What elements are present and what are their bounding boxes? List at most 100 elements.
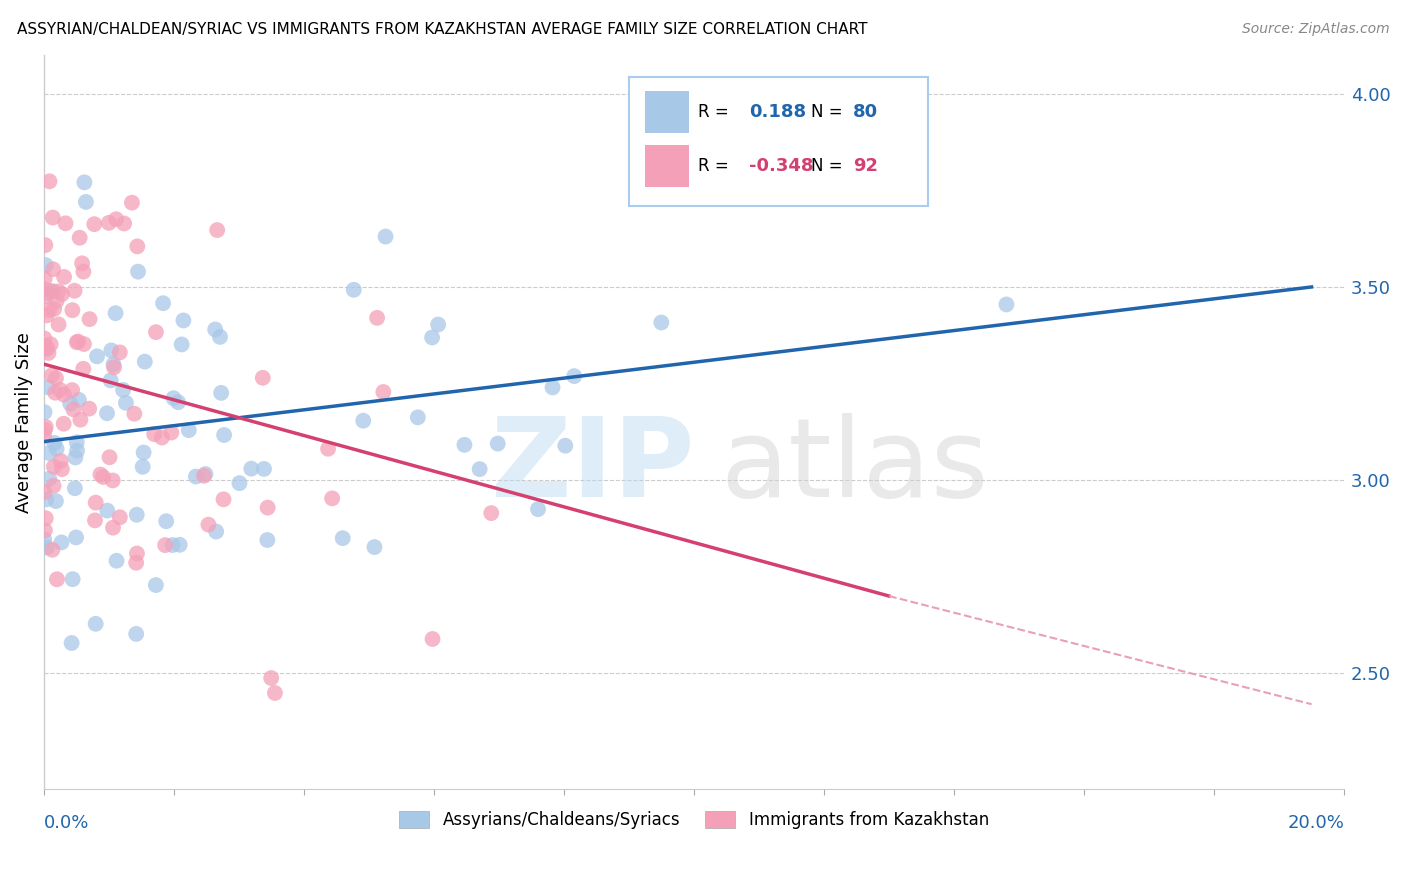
Point — [155, 514, 177, 528]
Point — [103, 360, 125, 375]
Point — [321, 491, 343, 506]
Point — [51, 535, 73, 549]
Text: Source: ZipAtlas.com: Source: ZipAtlas.com — [1241, 22, 1389, 37]
Point — [48, 318, 70, 332]
Point — [38, 174, 60, 188]
Point — [51, 462, 73, 476]
Point — [42, 262, 65, 277]
Point — [562, 369, 585, 384]
Point — [108, 510, 131, 524]
Point — [38, 303, 60, 318]
Point — [105, 554, 128, 568]
Point — [104, 306, 127, 320]
Point — [66, 435, 89, 450]
Point — [150, 431, 173, 445]
Point — [35, 340, 58, 354]
Point — [60, 636, 83, 650]
Point — [194, 467, 217, 481]
Point — [101, 521, 124, 535]
Point — [32, 282, 55, 296]
Point — [60, 383, 83, 397]
Point — [65, 450, 87, 465]
FancyBboxPatch shape — [628, 78, 928, 206]
Point — [197, 517, 219, 532]
Point — [84, 495, 107, 509]
Point — [45, 442, 67, 456]
Point — [67, 392, 90, 407]
Point — [332, 531, 354, 545]
Point — [143, 427, 166, 442]
Point — [35, 511, 58, 525]
Point — [42, 284, 65, 298]
Text: N =: N = — [811, 157, 842, 175]
Point — [363, 540, 385, 554]
Text: 0.0%: 0.0% — [44, 814, 90, 832]
Point — [204, 322, 226, 336]
Point — [479, 506, 502, 520]
Point — [100, 343, 122, 358]
Point — [39, 285, 62, 299]
Point — [97, 216, 120, 230]
Point — [89, 467, 111, 482]
Point — [453, 438, 475, 452]
Point — [374, 229, 396, 244]
Point — [34, 238, 56, 252]
Point — [162, 538, 184, 552]
Point — [34, 524, 56, 538]
Point — [127, 265, 149, 279]
Point — [125, 508, 148, 522]
Point — [256, 533, 278, 547]
Point — [205, 524, 228, 539]
Point — [49, 383, 72, 397]
Point — [541, 380, 564, 394]
Point — [160, 425, 183, 440]
Point — [62, 402, 84, 417]
Point — [209, 385, 232, 400]
Point — [427, 318, 450, 332]
Point — [34, 405, 56, 419]
Point — [193, 468, 215, 483]
Point — [422, 632, 444, 646]
Point — [316, 442, 339, 456]
Point — [35, 492, 58, 507]
Point — [127, 239, 149, 253]
Point — [35, 258, 58, 272]
Point — [486, 436, 509, 450]
Text: 20.0%: 20.0% — [1286, 814, 1344, 832]
Point — [125, 627, 148, 641]
Point — [51, 287, 73, 301]
Point — [72, 361, 94, 376]
Point — [35, 420, 58, 434]
Point — [53, 269, 76, 284]
Point — [96, 406, 118, 420]
Point — [77, 401, 100, 416]
Point — [177, 423, 200, 437]
Point — [420, 330, 443, 344]
Point — [75, 194, 97, 209]
Point — [152, 296, 174, 310]
Point — [105, 212, 128, 227]
Point — [170, 337, 193, 351]
Point — [83, 217, 105, 231]
Point — [35, 541, 58, 555]
Point — [69, 413, 91, 427]
Point — [59, 396, 82, 410]
Point — [115, 396, 138, 410]
Point — [96, 503, 118, 517]
Point — [35, 342, 58, 356]
Point — [125, 547, 148, 561]
Point — [34, 485, 56, 500]
Point — [103, 358, 125, 372]
Point — [73, 337, 96, 351]
Point — [167, 395, 190, 409]
Point — [42, 459, 65, 474]
Point — [112, 217, 135, 231]
Point — [169, 538, 191, 552]
Point — [34, 423, 56, 437]
Point — [67, 334, 90, 349]
Point — [48, 285, 70, 299]
Text: ZIP: ZIP — [491, 413, 695, 520]
Legend: Assyrians/Chaldeans/Syriacs, Immigrants from Kazakhstan: Assyrians/Chaldeans/Syriacs, Immigrants … — [392, 805, 995, 836]
Point — [70, 256, 93, 270]
Point — [468, 462, 491, 476]
